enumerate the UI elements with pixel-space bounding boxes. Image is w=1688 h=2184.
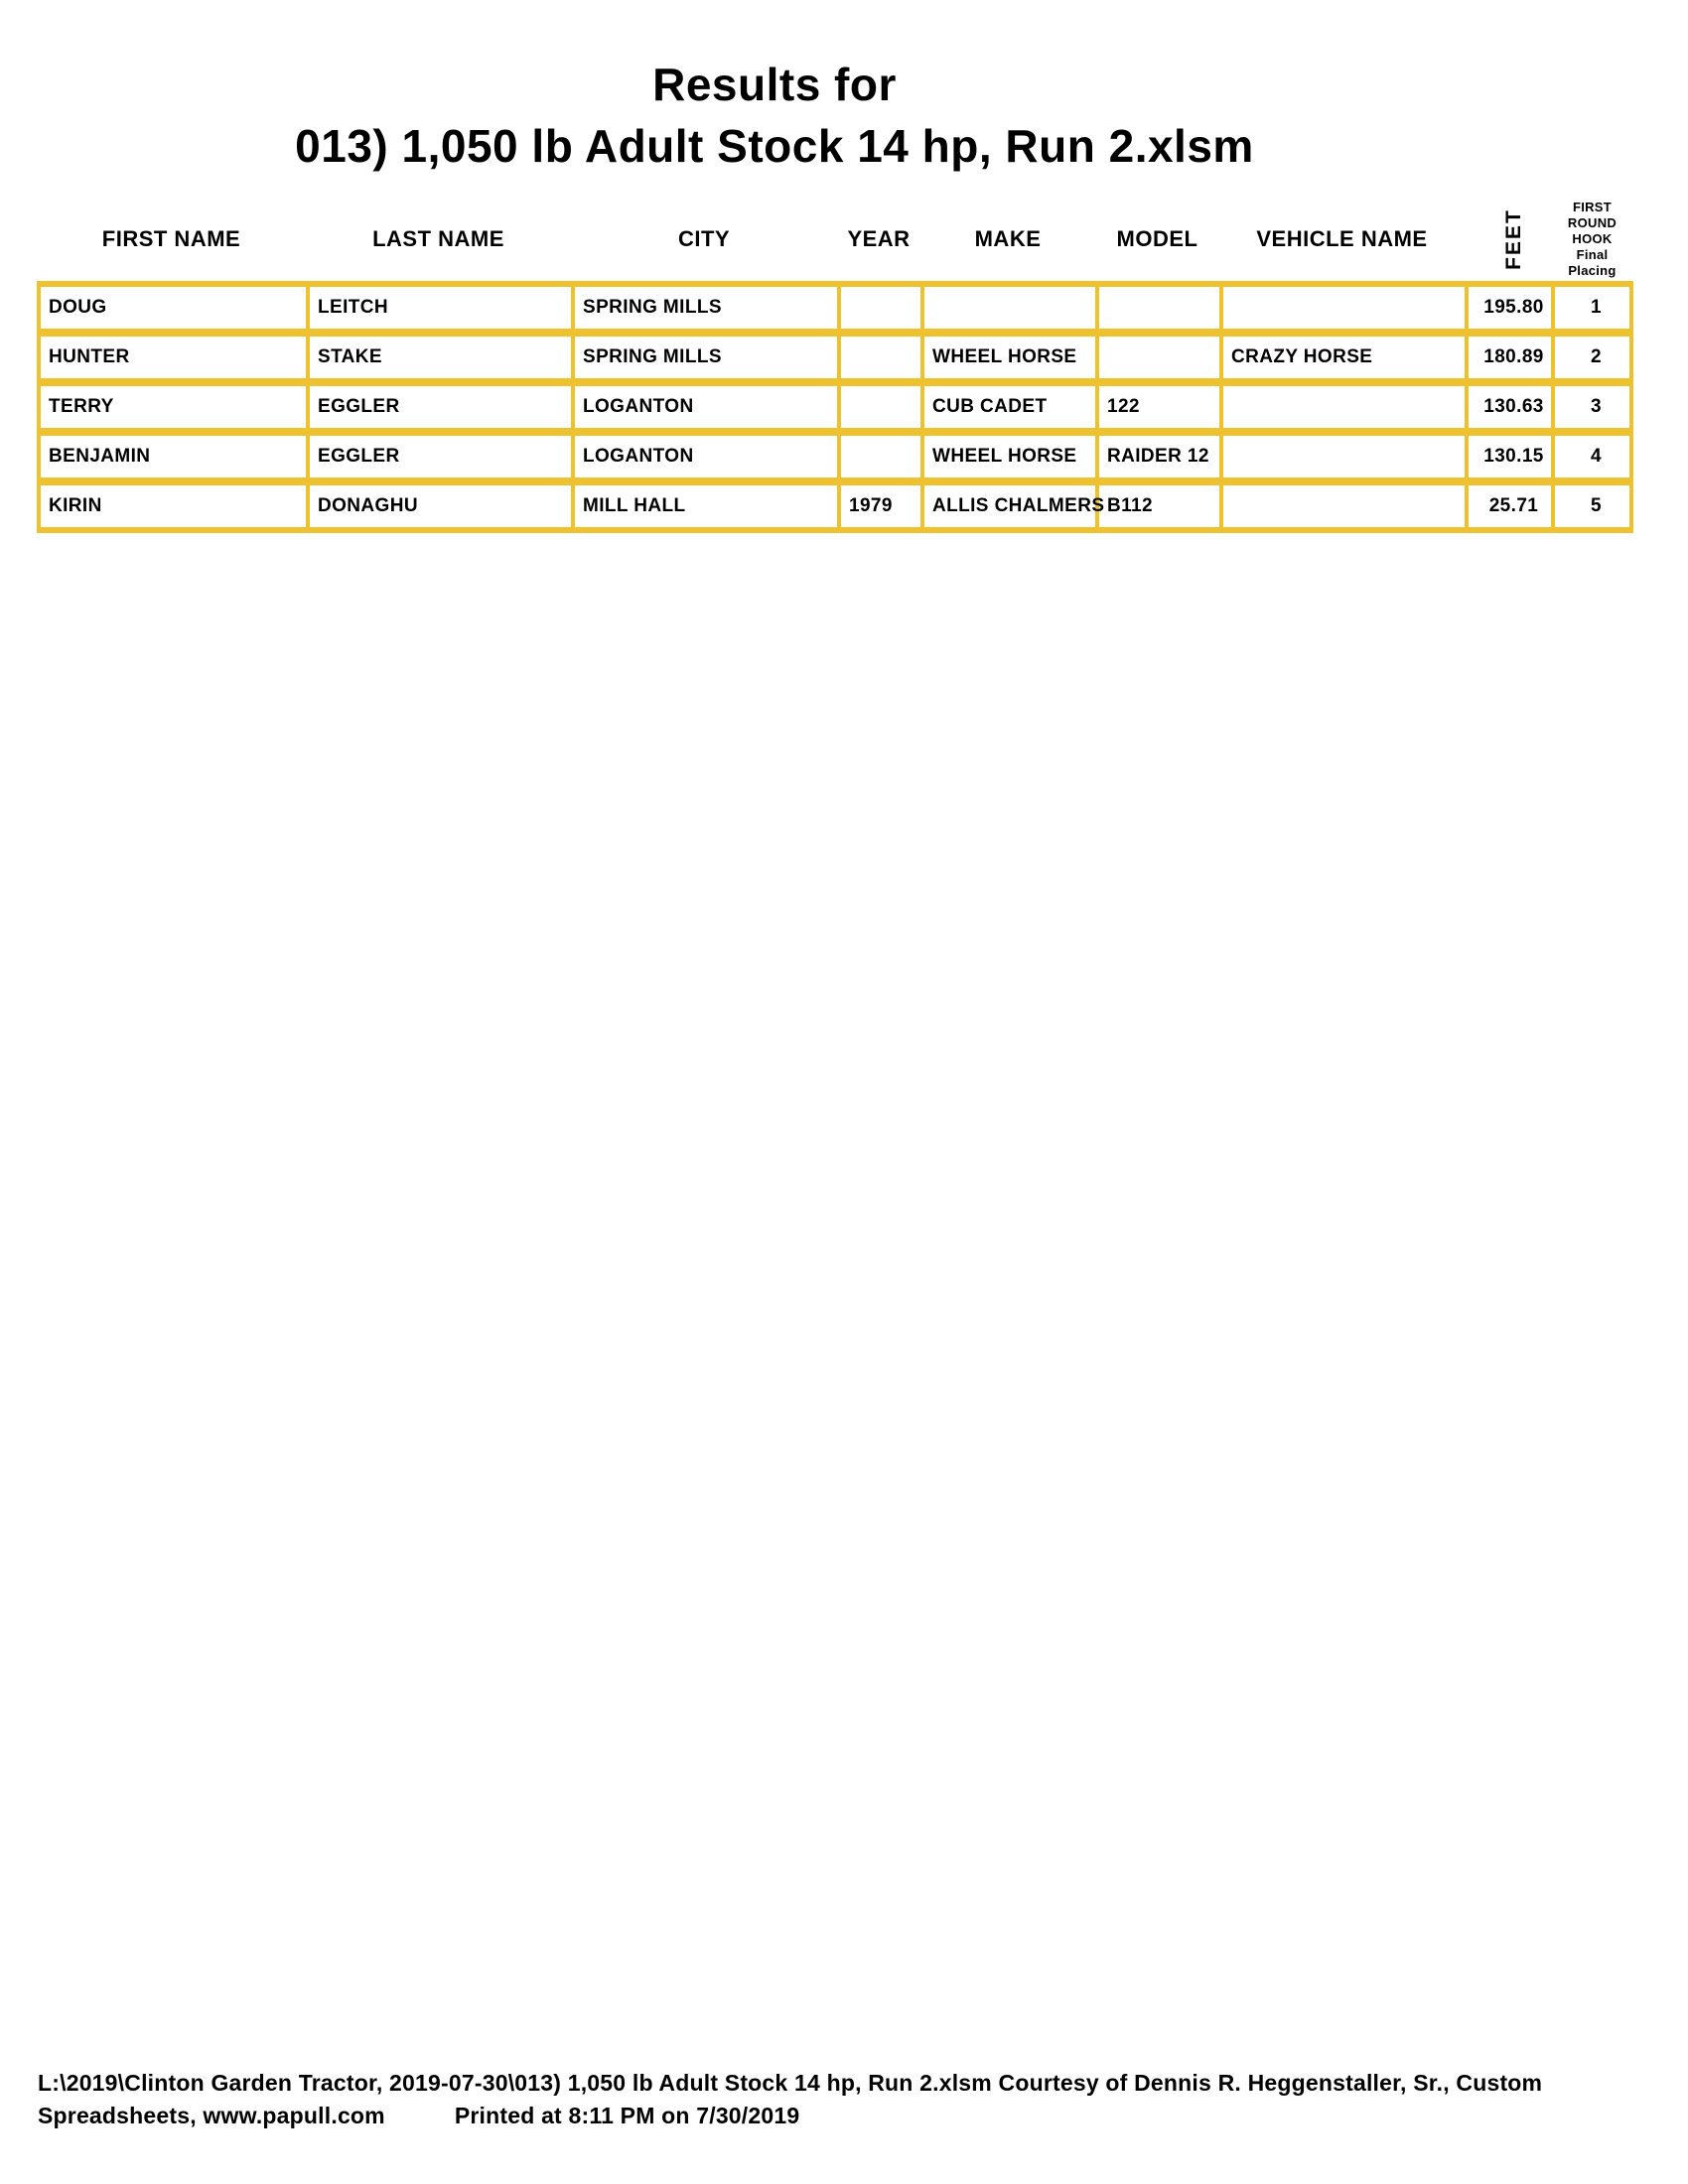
header-model: MODEL	[1116, 226, 1198, 251]
table-row: HUNTER STAKE SPRING MILLS WHEEL HORSE CR…	[37, 333, 1633, 382]
footer-file-path-line: L:\2019\Clinton Garden Tractor, 2019-07-…	[38, 2070, 1543, 2096]
cell-feet: 180.89	[1465, 333, 1551, 382]
cell-year: 1979	[837, 481, 920, 533]
cell-first-name: BENJAMIN	[37, 432, 306, 481]
cell-placing: 4	[1551, 432, 1633, 481]
cell-placing: 2	[1551, 333, 1633, 382]
header-first-name: FIRST NAME	[101, 226, 241, 251]
cell-year	[837, 333, 920, 382]
cell-model: B112	[1095, 481, 1219, 533]
cell-year	[837, 432, 920, 481]
cell-city: LOGANTON	[571, 432, 837, 481]
header-vehicle-name: VEHICLE NAME	[1256, 226, 1428, 251]
cell-make: ALLIS CHALMERS	[920, 481, 1104, 533]
cell-make: CUB CADET	[920, 382, 1095, 432]
cell-make	[920, 281, 1095, 333]
footer-website: Spreadsheets, www.papull.com	[38, 2103, 385, 2128]
cell-model: 122	[1095, 382, 1219, 432]
header-placing-line3: Final Placing	[1568, 247, 1617, 278]
table-row: DOUG LEITCH SPRING MILLS 195.80 1	[37, 281, 1633, 333]
cell-city: SPRING MILLS	[571, 333, 837, 382]
results-table: DOUG LEITCH SPRING MILLS 195.80 1 HUNTER…	[37, 281, 1633, 533]
cell-model	[1095, 281, 1219, 333]
header-feet-rotated-label: FEET	[1502, 208, 1526, 270]
cell-vehicle-name	[1219, 281, 1465, 333]
cell-placing: 1	[1551, 281, 1633, 333]
cell-city: SPRING MILLS	[571, 281, 837, 333]
cell-placing: 5	[1551, 481, 1633, 533]
cell-first-name: HUNTER	[37, 333, 306, 382]
cell-year	[837, 281, 920, 333]
cell-year	[837, 382, 920, 432]
cell-model	[1095, 333, 1219, 382]
cell-model: RAIDER 12	[1095, 432, 1219, 481]
cell-last-name: EGGLER	[306, 432, 571, 481]
cell-last-name: STAKE	[306, 333, 571, 382]
cell-make: WHEEL HORSE	[920, 432, 1095, 481]
header-year: YEAR	[847, 226, 911, 251]
footer-second-line: Spreadsheets, www.papull.com Printed at 8…	[38, 2100, 1542, 2132]
cell-last-name: EGGLER	[306, 382, 571, 432]
cell-feet: 195.80	[1465, 281, 1551, 333]
cell-feet: 130.15	[1465, 432, 1551, 481]
table-row: BENJAMIN EGGLER LOGANTON WHEEL HORSE RAI…	[37, 432, 1633, 481]
cell-vehicle-name	[1219, 481, 1465, 533]
header-placing-line1: FIRST ROUND	[1567, 200, 1618, 230]
header-last-name: LAST NAME	[372, 226, 504, 251]
footer: L:\2019\Clinton Garden Tractor, 2019-07-…	[38, 2067, 1542, 2132]
cell-placing: 3	[1551, 382, 1633, 432]
header-feet: FEET	[1465, 195, 1551, 284]
page-title-line1: Results for	[652, 59, 897, 110]
page-title-line2: 013) 1,050 lb Adult Stock 14 hp, Run 2.x…	[295, 120, 1254, 172]
cell-make: WHEEL HORSE	[920, 333, 1095, 382]
header-city: CITY	[677, 226, 731, 251]
table-row: TERRY EGGLER LOGANTON CUB CADET 122 130.…	[37, 382, 1633, 432]
header-placing-line2: HOOK	[1572, 231, 1613, 246]
cell-last-name: DONAGHU	[306, 481, 571, 533]
footer-printed-at: Printed at 8:11 PM on 7/30/2019	[454, 2103, 800, 2128]
cell-feet: 130.63	[1465, 382, 1551, 432]
cell-vehicle-name	[1219, 382, 1465, 432]
cell-vehicle-name	[1219, 432, 1465, 481]
table-column-headers: FIRST NAME LAST NAME CITY YEAR MAKE MODE…	[37, 195, 1633, 284]
cell-feet: 25.71	[1465, 481, 1551, 533]
cell-city: LOGANTON	[571, 382, 837, 432]
cell-first-name: KIRIN	[37, 481, 306, 533]
cell-vehicle-name: CRAZY HORSE	[1219, 333, 1465, 382]
cell-last-name: LEITCH	[306, 281, 571, 333]
header-make: MAKE	[974, 226, 1042, 251]
cell-first-name: DOUG	[37, 281, 306, 333]
cell-first-name: TERRY	[37, 382, 306, 432]
header-final-placing: FIRST ROUND HOOK Final Placing	[1551, 195, 1633, 284]
cell-city: MILL HALL	[571, 481, 837, 533]
table-row: KIRIN DONAGHU MILL HALL 1979 ALLIS CHALM…	[37, 481, 1633, 533]
